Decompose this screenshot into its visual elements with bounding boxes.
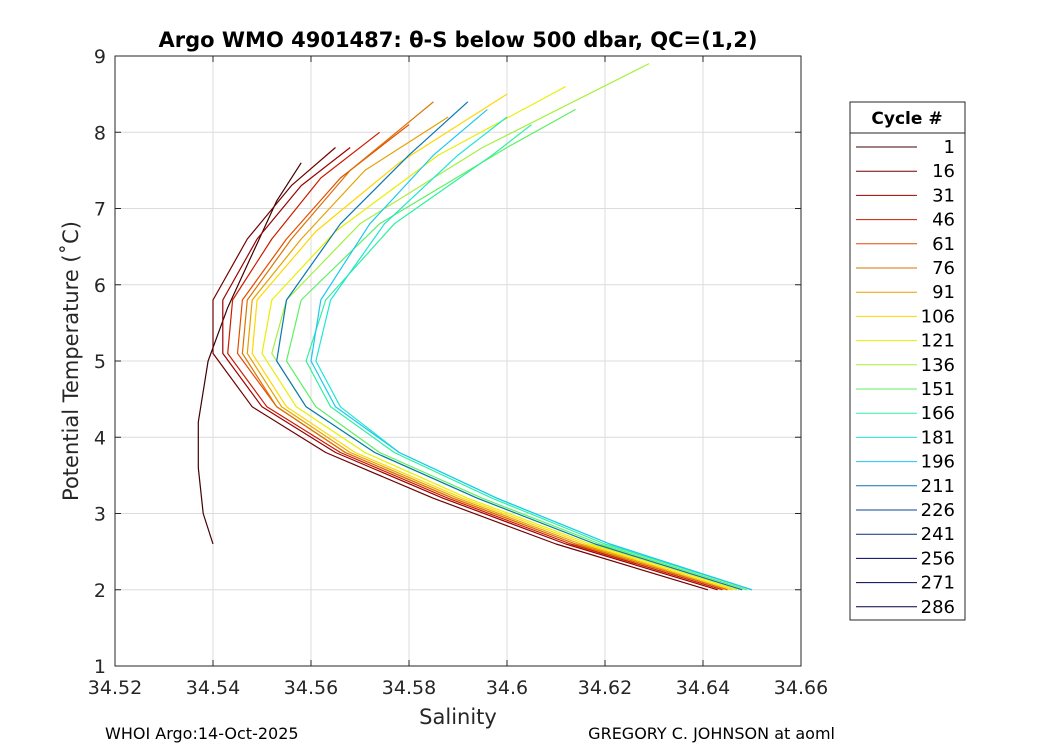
axis-ticks: 34.52 34.54 34.56 34.58 34.6 34.62 34.64 34.66 1… xyxy=(88,46,828,699)
legend-label-61: 61 xyxy=(932,234,955,255)
series-line-cycle-151 xyxy=(285,108,748,591)
legend-label-106: 106 xyxy=(921,306,955,327)
legend-label-46: 46 xyxy=(932,210,955,231)
legend-label-91: 91 xyxy=(932,282,955,303)
x-tick-label: 34.64 xyxy=(676,677,730,699)
legend-label-76: 76 xyxy=(932,258,955,279)
legend-label-121: 121 xyxy=(921,331,955,352)
series-line-cycle-196 xyxy=(310,108,753,591)
x-tick-label: 34.56 xyxy=(284,677,338,699)
series-lines xyxy=(197,63,753,591)
x-tick-label: 34.58 xyxy=(382,677,436,699)
y-tick-label: 7 xyxy=(94,199,106,221)
series-line-cycle-106 xyxy=(251,93,733,591)
legend-label-196: 196 xyxy=(921,452,955,473)
legend-label-286: 286 xyxy=(921,597,955,618)
series-line-cycle-121 xyxy=(261,85,738,591)
legend-label-211: 211 xyxy=(921,476,955,497)
legend-label-271: 271 xyxy=(921,573,955,594)
x-tick-label: 34.62 xyxy=(578,677,632,699)
legend-label-1: 1 xyxy=(944,137,955,158)
y-tick-label: 1 xyxy=(94,656,106,678)
series-line-cycle-166 xyxy=(305,124,753,591)
legend-label-31: 31 xyxy=(932,185,955,206)
footer-credit-right: GREGORY C. JOHNSON at aoml xyxy=(588,724,835,743)
x-tick-label: 34.6 xyxy=(486,677,528,699)
series-line-cycle-76 xyxy=(241,101,728,591)
legend-label-151: 151 xyxy=(921,379,955,400)
y-tick-label: 3 xyxy=(94,504,106,526)
y-tick-label: 2 xyxy=(94,580,106,602)
series-line-cycle-46 xyxy=(227,131,723,591)
x-tick-label: 34.66 xyxy=(774,677,828,699)
legend-box xyxy=(849,101,966,621)
series-line-cycle-91 xyxy=(246,116,733,591)
legend-title: Cycle # xyxy=(871,109,942,129)
y-tick-label: 9 xyxy=(94,46,106,68)
series-line-cycle-211 xyxy=(276,101,743,591)
legend-label-166: 166 xyxy=(921,403,955,424)
footer-credit-left: WHOI Argo:14-Oct-2025 xyxy=(105,724,299,743)
x-tick-label: 34.52 xyxy=(88,677,142,699)
y-tick-label: 4 xyxy=(94,427,106,449)
legend: Cycle # 11631466176911061211361511661811… xyxy=(849,101,966,621)
series-line-cycle-16 xyxy=(212,147,709,591)
y-axis-label: Potential Temperature (˚C) xyxy=(59,221,83,501)
legend-label-136: 136 xyxy=(921,355,955,376)
x-tick-label: 34.54 xyxy=(186,677,240,699)
legend-label-181: 181 xyxy=(921,427,955,448)
legend-label-16: 16 xyxy=(932,161,955,182)
y-tick-label: 8 xyxy=(94,122,106,144)
x-axis-label: Salinity xyxy=(419,705,497,729)
legend-label-241: 241 xyxy=(921,524,955,545)
series-line-cycle-31 xyxy=(222,147,718,591)
y-tick-label: 6 xyxy=(94,275,106,297)
legend-label-226: 226 xyxy=(921,500,955,521)
legend-label-256: 256 xyxy=(921,548,955,569)
legend-entries: 1 16 31 46 61 76 91 106 121 136 151 166 181 196 211 226… xyxy=(856,137,955,618)
chart-title: Argo WMO 4901487: θ-S below 500 dbar, QC… xyxy=(159,28,758,52)
series-line-cycle-1 xyxy=(197,162,302,545)
y-tick-label: 5 xyxy=(94,351,106,373)
